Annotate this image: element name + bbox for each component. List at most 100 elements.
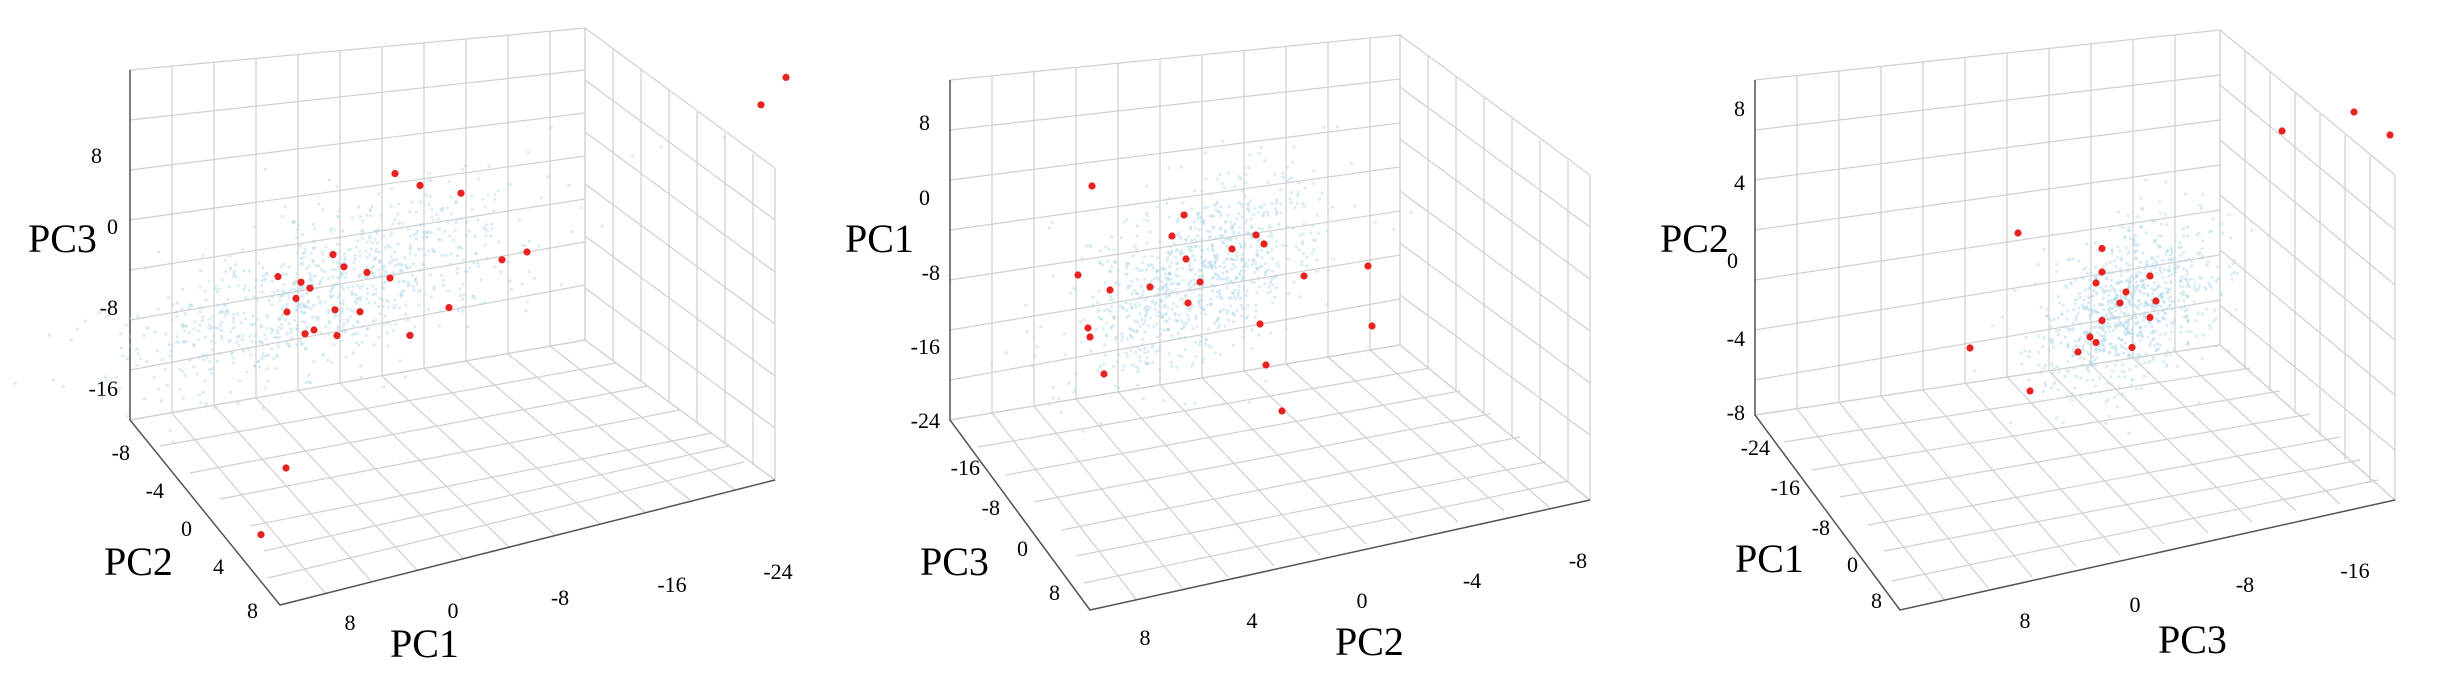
- cluster-point: [2148, 359, 2152, 363]
- highlight-point: [2074, 348, 2082, 356]
- cluster-point: [383, 273, 387, 277]
- cluster-point: [2151, 338, 2155, 342]
- cluster-point: [1120, 339, 1124, 343]
- cluster-point: [1199, 335, 1203, 339]
- highlight-point: [2098, 244, 2106, 253]
- cluster-point: [472, 261, 476, 265]
- cluster-point: [1134, 291, 1138, 296]
- cluster-point: [1261, 213, 1265, 217]
- cluster-point: [404, 264, 408, 268]
- cluster-point: [1159, 285, 1163, 289]
- cluster-point: [1141, 289, 1145, 293]
- cluster-point: [314, 315, 318, 319]
- cluster-point: [2071, 328, 2075, 332]
- cluster-point: [1273, 295, 1277, 299]
- cluster-point: [346, 320, 350, 324]
- cluster-point: [2071, 347, 2075, 351]
- cluster-point: [265, 367, 269, 371]
- cluster-point: [349, 248, 353, 252]
- cluster-point: [1203, 312, 1208, 316]
- cluster-point: [223, 258, 227, 262]
- cluster-point: [1145, 362, 1149, 366]
- cluster-point: [343, 252, 347, 256]
- cluster-point: [1255, 266, 1259, 270]
- cluster-point: [401, 279, 405, 283]
- cluster-point: [338, 274, 343, 278]
- cluster-point: [424, 193, 428, 197]
- cluster-point: [259, 324, 263, 328]
- cluster-point: [1274, 239, 1278, 243]
- cluster-point: [1169, 277, 1173, 281]
- cluster-point: [1226, 308, 1230, 312]
- cluster-point: [1270, 235, 1274, 239]
- cluster-point: [2148, 343, 2152, 347]
- cluster-point: [1155, 300, 1159, 304]
- cluster-point: [2135, 249, 2139, 253]
- cluster-point: [1109, 310, 1114, 314]
- cluster-point: [2167, 288, 2172, 292]
- cluster-point: [2154, 288, 2158, 292]
- cluster-point: [1167, 292, 1172, 296]
- cluster-point: [2091, 294, 2095, 298]
- cluster-point: [2158, 245, 2162, 249]
- cluster-point: [400, 292, 404, 296]
- cluster-point: [1179, 327, 1183, 331]
- cluster-point: [253, 286, 257, 290]
- cluster-point: [437, 227, 441, 231]
- cluster-point: [2071, 257, 2075, 261]
- cluster-point: [1183, 238, 1187, 242]
- cluster-point: [2164, 180, 2168, 184]
- panel-3-axis-label-bottom-right: PC3: [2158, 617, 2227, 662]
- cluster-point: [293, 288, 297, 292]
- cluster-point: [2138, 330, 2143, 334]
- cluster-point: [2113, 321, 2117, 325]
- cluster-point: [333, 315, 337, 319]
- cluster-point: [244, 317, 248, 321]
- cluster-point: [484, 234, 488, 238]
- cluster-point: [2094, 290, 2098, 294]
- cluster-point: [198, 310, 202, 314]
- cluster-point: [2185, 308, 2189, 312]
- cluster-point: [365, 256, 369, 260]
- cluster-point: [2085, 306, 2089, 310]
- cluster-point: [242, 287, 246, 291]
- cluster-point: [429, 295, 433, 299]
- highlight-point: [1100, 370, 1108, 378]
- cluster-point: [465, 270, 469, 274]
- cluster-point: [100, 395, 104, 399]
- cluster-point: [1237, 231, 1241, 235]
- cluster-point: [1204, 265, 1208, 269]
- cluster-point: [2119, 269, 2123, 274]
- cluster-point: [2178, 278, 2182, 282]
- cluster-point: [142, 397, 146, 401]
- cluster-point: [216, 290, 220, 294]
- cluster-point: [413, 253, 417, 257]
- cluster-point: [253, 333, 257, 337]
- cluster-point: [2169, 246, 2173, 250]
- cluster-point: [443, 229, 447, 233]
- highlight-point: [333, 332, 341, 340]
- cluster-point: [1136, 320, 1140, 324]
- cluster-point: [1127, 314, 1131, 318]
- cluster-point: [2169, 279, 2173, 283]
- cluster-point: [299, 339, 303, 343]
- cluster-point: [289, 327, 293, 331]
- cluster-point: [476, 177, 480, 181]
- cluster-point: [303, 311, 307, 315]
- highlight-point: [2014, 229, 2022, 237]
- cluster-point: [1219, 226, 1224, 230]
- cluster-point: [299, 262, 303, 266]
- cluster-point: [379, 213, 384, 218]
- cluster-point: [2085, 242, 2089, 246]
- cluster-point: [1224, 277, 1228, 281]
- cluster-point: [1175, 319, 1180, 323]
- cluster-point: [2065, 394, 2070, 398]
- cluster-point: [487, 164, 491, 168]
- cluster-point: [351, 284, 355, 288]
- cluster-point: [240, 337, 244, 342]
- cluster-point: [1166, 277, 1170, 281]
- cluster-point: [1156, 310, 1160, 314]
- cluster-point: [2068, 257, 2072, 261]
- cluster-point: [2110, 301, 2114, 305]
- cluster-point: [244, 296, 248, 300]
